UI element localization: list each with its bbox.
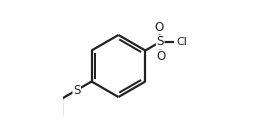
- Text: S: S: [157, 35, 164, 48]
- Text: O: O: [154, 21, 164, 34]
- Text: S: S: [73, 84, 80, 97]
- Text: O: O: [156, 50, 165, 63]
- Text: Cl: Cl: [176, 37, 187, 47]
